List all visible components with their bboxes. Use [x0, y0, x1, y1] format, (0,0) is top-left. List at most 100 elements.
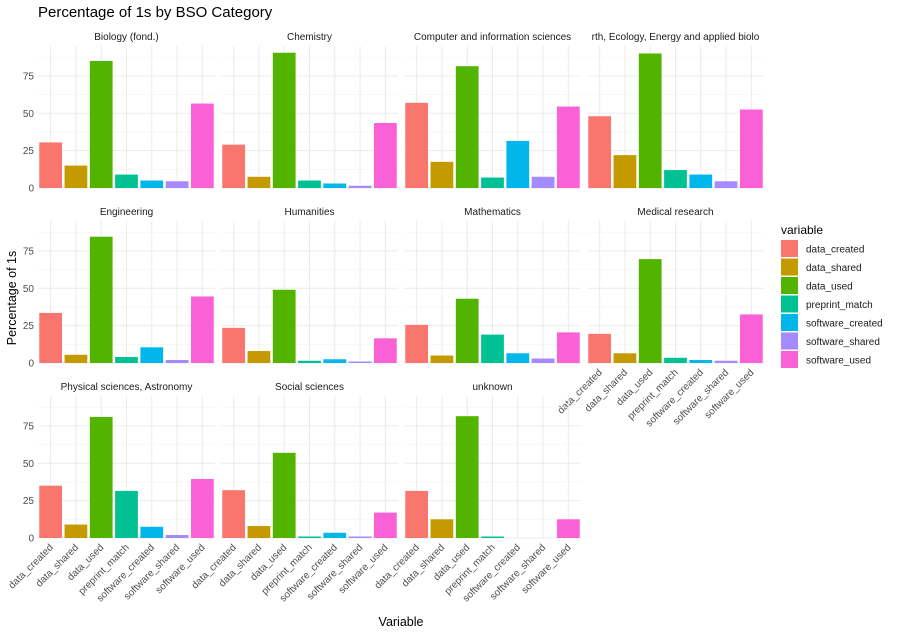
- bar-software_created: [140, 526, 164, 538]
- bar-data_created: [39, 312, 63, 363]
- facet-strip-label: Mathematics: [464, 207, 521, 218]
- bar-software_used: [190, 103, 214, 188]
- bar-software_created: [689, 360, 713, 363]
- bar-data_created: [222, 144, 246, 188]
- y-tick-label: 75: [23, 71, 35, 82]
- bar-data_used: [272, 289, 296, 363]
- bar-data_used: [89, 60, 113, 188]
- legend-label: preprint_match: [806, 300, 873, 311]
- legend-label: data_shared: [806, 263, 862, 274]
- y-tick-label: 75: [23, 421, 35, 432]
- bar-software_shared: [165, 181, 189, 188]
- bar-software_used: [556, 332, 580, 363]
- bar-data_created: [222, 490, 246, 538]
- bar-data_used: [455, 416, 479, 538]
- facet-strip-label: Humanities: [284, 207, 334, 218]
- bar-data_used: [455, 66, 479, 188]
- legend-swatch-software_created: [781, 314, 798, 331]
- bar-preprint_match: [115, 357, 138, 363]
- bar-preprint_match: [298, 536, 321, 538]
- bar-software_used: [373, 122, 397, 188]
- facet-panel: Medical researchdata_createddata_sharedd…: [556, 207, 764, 429]
- bar-software_created: [323, 359, 347, 363]
- bar-data_created: [405, 102, 429, 188]
- y-tick-label: 25: [23, 496, 35, 507]
- facet-strip-label: rth, Ecology, Energy and applied biolo: [592, 32, 760, 43]
- bar-software_created: [323, 183, 347, 188]
- bar-data_used: [638, 259, 662, 363]
- bar-software_used: [739, 109, 763, 188]
- bar-data_created: [588, 333, 612, 363]
- facet-panel: Social sciencesdata_createddata_sharedda…: [190, 382, 398, 604]
- facet-panel: Mathematics: [404, 207, 581, 364]
- bar-software_used: [556, 106, 580, 188]
- chart-title: Percentage of 1s by BSO Category: [38, 4, 273, 21]
- bar-software_shared: [531, 176, 555, 188]
- y-tick-label: 50: [23, 109, 35, 120]
- facet-panel: Computer and information sciences: [404, 32, 581, 189]
- y-tick-label: 0: [28, 534, 34, 545]
- bar-data_shared: [430, 519, 454, 538]
- legend-label: data_created: [806, 245, 864, 256]
- legend-swatch-data_used: [781, 277, 798, 294]
- bar-data_shared: [247, 526, 271, 538]
- bar-data_shared: [430, 161, 454, 188]
- facet-strip-label: unknown: [472, 382, 512, 393]
- facet-strip-label: Medical research: [637, 207, 713, 218]
- bar-preprint_match: [481, 536, 504, 538]
- bar-preprint_match: [115, 490, 138, 538]
- bar-data_shared: [613, 155, 637, 188]
- facet-panel: rth, Ecology, Energy and applied biolo: [587, 32, 764, 189]
- bar-data_shared: [430, 355, 454, 363]
- bar-software_used: [190, 478, 214, 538]
- bar-software_created: [140, 347, 164, 363]
- bar-software_used: [739, 314, 763, 363]
- bar-software_shared: [714, 360, 738, 363]
- bar-preprint_match: [298, 360, 321, 363]
- legend-label: software_used: [806, 356, 871, 367]
- bar-software_used: [190, 296, 214, 363]
- bar-preprint_match: [481, 334, 504, 363]
- bar-software_shared: [348, 536, 372, 538]
- bar-data_shared: [613, 353, 637, 363]
- bar-data_shared: [64, 354, 88, 363]
- bar-data_used: [638, 53, 662, 189]
- bar-data_created: [405, 324, 429, 363]
- y-axis-title: Percentage of 1s: [5, 251, 19, 346]
- bar-preprint_match: [664, 357, 687, 363]
- bar-data_used: [455, 298, 479, 363]
- legend-label: data_used: [806, 282, 853, 293]
- bar-software_created: [506, 140, 530, 188]
- bar-data_shared: [64, 165, 88, 188]
- legend-swatch-software_shared: [781, 332, 798, 350]
- y-tick-label: 0: [28, 359, 34, 370]
- legend: variable data_created data_shared data_use…: [781, 223, 883, 368]
- legend-title: variable: [781, 223, 823, 237]
- bar-software_used: [556, 519, 580, 538]
- bar-data_shared: [64, 524, 88, 538]
- facet-panel: Biology (fond.) 0 25 50 75: [23, 32, 215, 195]
- y-tick-label: 0: [28, 184, 34, 195]
- facet-strip-label: Computer and information sciences: [414, 32, 571, 43]
- facet-panel: Physical sciences, Astronomy0255075data_…: [7, 382, 215, 604]
- bar-software_created: [506, 353, 530, 363]
- facet-strip-label: Chemistry: [287, 32, 332, 43]
- y-tick-label: 50: [23, 284, 35, 295]
- y-tick-label: 25: [23, 321, 35, 332]
- bar-software_shared: [165, 360, 189, 363]
- bar-software_shared: [714, 181, 738, 188]
- bar-preprint_match: [664, 170, 687, 188]
- legend-label: software_created: [806, 319, 883, 330]
- bar-software_created: [323, 532, 347, 538]
- facet-panels: Biology (fond.) 0 25 50 75 Chemistry Computer …: [7, 32, 764, 604]
- bar-preprint_match: [115, 174, 138, 188]
- bar-data_shared: [247, 351, 271, 363]
- facet-strip-label: Engineering: [100, 207, 153, 218]
- bar-data_created: [405, 490, 429, 538]
- bar-preprint_match: [298, 180, 321, 188]
- bar-data_created: [39, 142, 63, 188]
- bar-software_used: [373, 338, 397, 363]
- legend-swatch-software_used: [781, 351, 798, 368]
- bar-data_created: [39, 485, 63, 538]
- bar-software_created: [140, 180, 164, 188]
